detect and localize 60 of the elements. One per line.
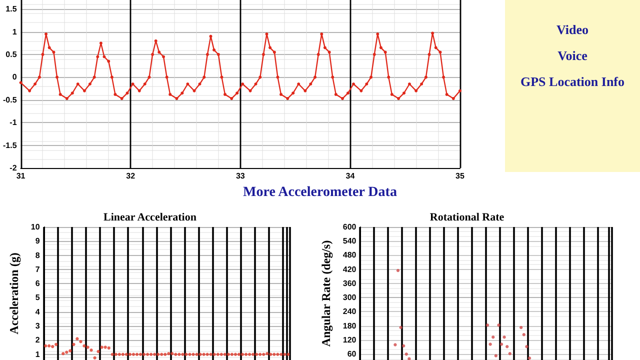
point <box>399 326 402 330</box>
point <box>522 332 526 336</box>
point <box>508 352 512 356</box>
y-tick-label: 10 <box>30 222 40 232</box>
point <box>404 352 408 356</box>
y-tick-label: 420 <box>342 264 357 274</box>
y-tick-label: 1.5 <box>6 4 18 14</box>
point <box>488 342 492 346</box>
x-tick-label: 32 <box>126 172 136 180</box>
text: Voice <box>556 48 588 64</box>
y-tick-label: 480 <box>342 250 357 260</box>
y-tick-label: 4 <box>35 307 40 316</box>
point <box>519 326 523 330</box>
text: Video <box>555 22 590 38</box>
y-axis-title: Angular Rate (deg/s) <box>319 240 333 347</box>
y-tick-label: -1.5 <box>2 140 18 150</box>
point <box>506 344 509 348</box>
y-tick-label: -2 <box>10 164 18 172</box>
y-tick-label: 0.5 <box>6 50 18 59</box>
y-tick-label: 7 <box>35 264 40 274</box>
x-tick-label: 31 <box>16 172 26 180</box>
text: GPS Location Info <box>519 74 626 90</box>
point <box>502 336 506 339</box>
point <box>402 344 406 348</box>
chart-title: Rotational Rate <box>430 212 504 224</box>
y-tick-label: 1 <box>12 27 18 36</box>
y-tick-label: 5 <box>35 293 40 302</box>
x-tick-label: 33 <box>236 172 246 180</box>
y-tick-label: 600 <box>342 222 357 232</box>
y-tick-label: 180 <box>342 321 357 330</box>
y-tick-label: 240 <box>342 307 357 316</box>
y-tick-label: 540 <box>342 236 357 246</box>
point <box>394 343 397 346</box>
y-tick-label: -0.5 <box>2 95 18 104</box>
point <box>500 342 504 346</box>
y-axis-title: Acceleration (g) <box>7 252 21 334</box>
y-tick-label: 120 <box>342 335 357 344</box>
y-tick-label: 8 <box>35 250 40 260</box>
x-tick-label: 34 <box>346 172 356 180</box>
point <box>525 344 528 348</box>
chart-title: Linear Acceleration <box>104 212 196 224</box>
y-tick-label: 60 <box>347 350 357 359</box>
y-tick-label: -1 <box>10 118 18 128</box>
point <box>497 324 500 327</box>
y-tick-label: 0 <box>12 72 18 82</box>
point <box>492 336 495 339</box>
y-tick-label: 9 <box>35 236 40 246</box>
y-tick-label: 3 <box>35 322 40 331</box>
y-tick-label: 6 <box>35 279 40 288</box>
point <box>408 357 411 360</box>
y-tick-label: 1 <box>35 350 40 359</box>
text: More Accelerometer Data <box>242 185 398 201</box>
point <box>486 324 490 327</box>
x-tick-label: 35 <box>456 172 465 180</box>
y-tick-label: 300 <box>342 293 357 302</box>
point <box>494 354 498 358</box>
point <box>528 356 532 360</box>
point <box>396 268 400 272</box>
y-tick-label: 2 <box>35 336 40 345</box>
y-tick-label: 360 <box>342 278 357 288</box>
